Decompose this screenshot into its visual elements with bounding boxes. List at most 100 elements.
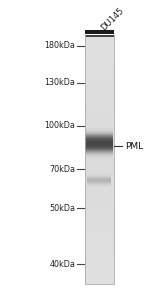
Bar xyxy=(85,148,113,149)
Bar xyxy=(85,179,114,182)
Bar xyxy=(85,133,113,134)
Text: DU145: DU145 xyxy=(99,6,125,32)
Bar xyxy=(85,144,113,145)
Bar xyxy=(85,130,114,132)
Text: 70kDa: 70kDa xyxy=(49,165,75,174)
Bar xyxy=(85,153,113,154)
Bar xyxy=(85,137,113,138)
Text: 180kDa: 180kDa xyxy=(44,41,75,50)
Bar xyxy=(85,138,113,139)
Bar xyxy=(85,222,114,224)
Bar xyxy=(85,157,113,158)
Bar xyxy=(85,134,113,135)
Bar xyxy=(87,184,111,185)
Bar xyxy=(85,227,114,229)
Bar xyxy=(85,45,114,48)
Text: PML: PML xyxy=(125,142,143,151)
Bar xyxy=(85,62,114,65)
Bar xyxy=(85,155,113,156)
Bar xyxy=(85,42,114,45)
Bar xyxy=(85,97,114,100)
Bar xyxy=(85,143,113,144)
Bar xyxy=(85,140,113,141)
Bar xyxy=(85,52,114,55)
Bar xyxy=(85,135,113,136)
Bar xyxy=(85,147,113,148)
Bar xyxy=(85,149,113,150)
Bar xyxy=(85,152,113,153)
Bar xyxy=(85,132,113,133)
Bar xyxy=(85,242,114,244)
Bar xyxy=(87,184,111,185)
Bar xyxy=(85,152,113,153)
Bar xyxy=(85,132,114,135)
Bar xyxy=(87,183,111,184)
Bar xyxy=(85,157,113,158)
Bar xyxy=(87,182,111,183)
Bar xyxy=(85,150,113,151)
Bar xyxy=(85,172,114,175)
Bar xyxy=(85,47,114,50)
Bar xyxy=(85,140,113,141)
Bar xyxy=(85,147,113,148)
Bar xyxy=(85,141,113,142)
Bar xyxy=(85,77,114,80)
Bar xyxy=(85,38,114,40)
Bar xyxy=(85,209,114,212)
Bar xyxy=(85,129,113,130)
Bar xyxy=(85,142,113,143)
Bar xyxy=(85,151,113,152)
Bar xyxy=(85,60,114,63)
Bar xyxy=(85,130,113,131)
Bar xyxy=(85,35,114,38)
Bar xyxy=(85,35,114,37)
Bar xyxy=(85,142,113,143)
Bar xyxy=(85,144,113,145)
Bar xyxy=(87,175,111,176)
Bar xyxy=(85,207,114,209)
Bar xyxy=(85,137,113,138)
Bar xyxy=(87,179,111,180)
Bar xyxy=(87,185,111,186)
Bar xyxy=(85,159,114,162)
Bar xyxy=(85,55,114,58)
Bar xyxy=(85,142,113,143)
Bar xyxy=(85,141,113,142)
Bar xyxy=(85,274,114,277)
Bar xyxy=(87,177,111,178)
Bar xyxy=(85,146,113,147)
Bar xyxy=(85,149,113,150)
Bar xyxy=(87,181,111,182)
Bar xyxy=(85,87,114,90)
Bar xyxy=(85,65,114,68)
Bar xyxy=(85,269,114,272)
Bar xyxy=(85,148,113,149)
Bar xyxy=(85,157,114,160)
Text: 100kDa: 100kDa xyxy=(44,122,75,130)
Bar xyxy=(85,145,113,146)
Bar xyxy=(87,174,111,175)
Bar xyxy=(85,134,113,135)
Bar xyxy=(85,154,113,155)
Bar xyxy=(85,72,114,75)
Bar xyxy=(85,117,114,120)
Bar xyxy=(85,148,113,149)
Bar xyxy=(85,267,114,269)
Bar xyxy=(85,153,113,154)
Bar xyxy=(85,139,113,140)
Bar xyxy=(87,178,111,179)
Bar xyxy=(85,244,114,247)
Bar xyxy=(85,156,113,157)
Bar xyxy=(87,186,111,187)
Bar xyxy=(85,252,114,254)
Bar xyxy=(85,144,113,145)
Bar xyxy=(85,143,113,144)
Bar xyxy=(85,131,113,132)
Bar xyxy=(85,247,114,249)
Bar xyxy=(85,134,113,135)
Bar xyxy=(85,217,114,219)
Bar xyxy=(85,219,114,222)
Bar xyxy=(87,176,111,177)
Bar xyxy=(87,185,111,186)
Bar xyxy=(85,239,114,242)
